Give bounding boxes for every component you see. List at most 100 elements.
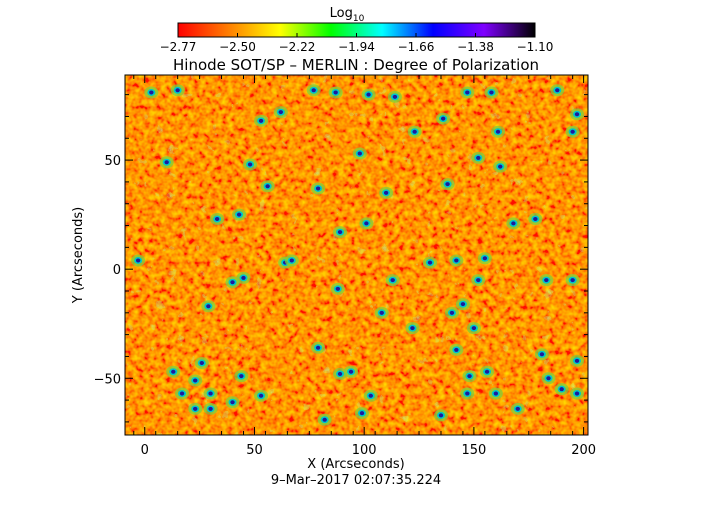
- polarization-patch: [254, 389, 269, 402]
- polarization-patch: [480, 365, 495, 378]
- polarization-patch: [144, 86, 159, 99]
- polarization-patch: [539, 274, 554, 287]
- polarization-patch: [528, 213, 543, 225]
- polarization-patch: [166, 365, 181, 378]
- polarization-patch: [284, 254, 299, 267]
- polarization-patch: [385, 274, 400, 287]
- polarization-patch: [379, 186, 394, 199]
- polarization-patch: [405, 322, 420, 335]
- polarization-patch: [460, 387, 475, 400]
- polarization-patch: [333, 226, 348, 239]
- colorbar-tick-label: −2.77: [160, 40, 197, 54]
- polarization-patch: [175, 387, 190, 400]
- polarization-patch: [330, 282, 345, 295]
- chart-title: Hinode SOT/SP – MERLIN : Degree of Polar…: [173, 56, 539, 74]
- x-tick-label: 200: [571, 443, 596, 458]
- polarization-patch: [243, 158, 258, 171]
- colorbar-label: Log10: [330, 6, 365, 24]
- polarization-patch: [260, 180, 275, 193]
- polarization-patch: [449, 343, 464, 356]
- x-tick-label: 100: [352, 443, 377, 458]
- polarization-patch: [541, 372, 556, 385]
- colorbar-tick-label: −1.10: [517, 40, 554, 54]
- y-axis: 50 0 −50: [94, 94, 588, 423]
- x-axis: 0 50 100 150 200: [133, 75, 596, 458]
- polarization-patch: [188, 402, 203, 415]
- x-axis-label: X (Arcseconds): [307, 457, 404, 472]
- polarization-patch: [491, 125, 506, 138]
- polarization-patch: [423, 256, 438, 269]
- timestamp: 9–Mar–2017 02:07:35.224: [271, 473, 441, 488]
- polarization-patch: [440, 178, 455, 191]
- polarization-patch: [363, 389, 378, 402]
- polarization-patch: [407, 125, 422, 138]
- polarization-patch: [328, 86, 343, 99]
- polarization-patch: [510, 402, 525, 415]
- polarization-patch: [232, 208, 247, 221]
- polarization-patch: [565, 125, 580, 138]
- polarization-patch: [506, 217, 521, 230]
- y-tick-label: −50: [94, 372, 121, 387]
- polarization-patch: [554, 383, 569, 396]
- polarization-patch: [462, 370, 477, 383]
- polarization-patch: [311, 341, 326, 354]
- polarization-patch: [203, 387, 218, 400]
- polarization-patch: [317, 413, 332, 426]
- polarization-patch: [131, 254, 146, 267]
- polarization-patch: [387, 90, 402, 103]
- polarization-patch: [455, 298, 470, 311]
- x-tick-label: 0: [141, 443, 149, 458]
- polarization-patch: [359, 217, 374, 230]
- colorbar-ticks: −2.77 −2.50 −2.22 −1.94 −1.66 −1.38 −1.10: [160, 33, 554, 54]
- polarization-patch: [570, 387, 585, 400]
- colorbar-tick-label: −1.66: [398, 40, 435, 54]
- polarization-patch: [570, 108, 585, 121]
- polarization-patch: [236, 271, 251, 284]
- polarization-patch: [352, 147, 367, 160]
- polarization-patch: [159, 156, 174, 169]
- polarization-patch: [570, 354, 585, 367]
- colorbar-tick-label: −1.94: [338, 40, 375, 54]
- polarization-patch: [565, 274, 580, 287]
- polarization-patch: [361, 88, 376, 101]
- polarization-patch: [344, 365, 359, 378]
- polarization-patch: [254, 114, 269, 127]
- polarization-patch: [449, 254, 464, 267]
- polarization-patch: [225, 396, 240, 409]
- y-axis-label: Y (Arcseconds): [71, 207, 86, 304]
- x-tick-label: 50: [246, 443, 263, 458]
- colorbar-tick-label: −2.22: [279, 40, 316, 54]
- polarization-patch: [466, 322, 481, 335]
- polarization-patch: [210, 213, 225, 225]
- polarization-patch: [484, 86, 499, 99]
- x-tick-label: 150: [461, 443, 486, 458]
- polarization-patch: [471, 151, 486, 164]
- polarization-patch: [225, 276, 240, 289]
- polarization-patch: [477, 252, 492, 265]
- plot-frame: [124, 74, 589, 436]
- polarization-patch: [201, 300, 216, 313]
- plot-area: [124, 74, 589, 436]
- polarization-patch: [488, 387, 503, 400]
- y-tick-label: 0: [113, 263, 121, 278]
- polarization-patch: [534, 348, 549, 361]
- y-tick-label: 50: [104, 154, 121, 169]
- polarization-patch: [436, 112, 451, 125]
- polarization-patch: [354, 407, 369, 420]
- polarization-patch: [311, 182, 326, 195]
- polarization-patch: [306, 84, 321, 97]
- polarization-patch: [194, 357, 209, 369]
- polarization-patch: [188, 374, 203, 387]
- polarization-patch: [550, 84, 565, 97]
- colorbar-tick-label: −1.38: [457, 40, 494, 54]
- polarization-patch: [374, 306, 389, 319]
- polarization-patch: [471, 274, 486, 287]
- colorbar-tick-label: −2.50: [219, 40, 256, 54]
- polarization-patch: [273, 106, 288, 119]
- polarization-patch: [433, 409, 448, 422]
- polarization-patch: [460, 86, 475, 99]
- polarization-patch: [333, 367, 348, 380]
- polarization-patch: [170, 84, 185, 97]
- polarization-patch: [234, 370, 249, 383]
